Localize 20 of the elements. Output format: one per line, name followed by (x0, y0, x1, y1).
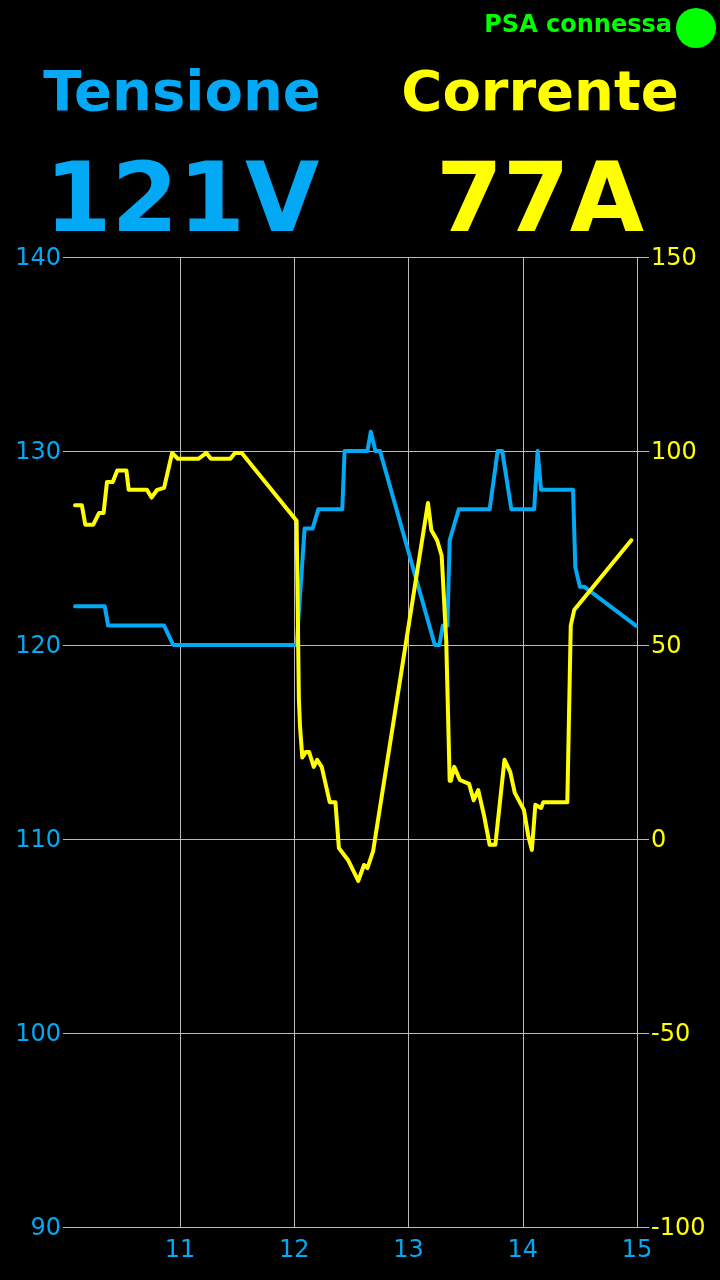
x-tick-label: 12 (279, 1235, 310, 1263)
y2-tick-label: -100 (651, 1213, 706, 1241)
y-tick-label: 90 (30, 1213, 61, 1241)
x-tick-label: 11 (164, 1235, 196, 1263)
text: 77A (436, 142, 644, 254)
y-tick-label: 110 (15, 825, 61, 853)
y-tick-label: 130 (15, 437, 61, 465)
y2-tick-label: 150 (651, 243, 697, 271)
y-tick-label: 100 (15, 1019, 61, 1047)
y2-tick-label: -50 (651, 1019, 691, 1047)
text: Corrente (401, 58, 679, 123)
y2-tick-label: 0 (651, 825, 667, 853)
y-tick-label: 120 (15, 631, 61, 659)
x-tick-label: 13 (393, 1235, 424, 1263)
text: Tensione (43, 58, 321, 123)
y2-tick-label: 50 (651, 631, 682, 659)
text: PSA connessa (484, 10, 672, 38)
x-tick-label: 14 (507, 1235, 539, 1263)
x-tick-label: 15 (621, 1235, 653, 1263)
y2-tick-label: 100 (651, 437, 697, 465)
